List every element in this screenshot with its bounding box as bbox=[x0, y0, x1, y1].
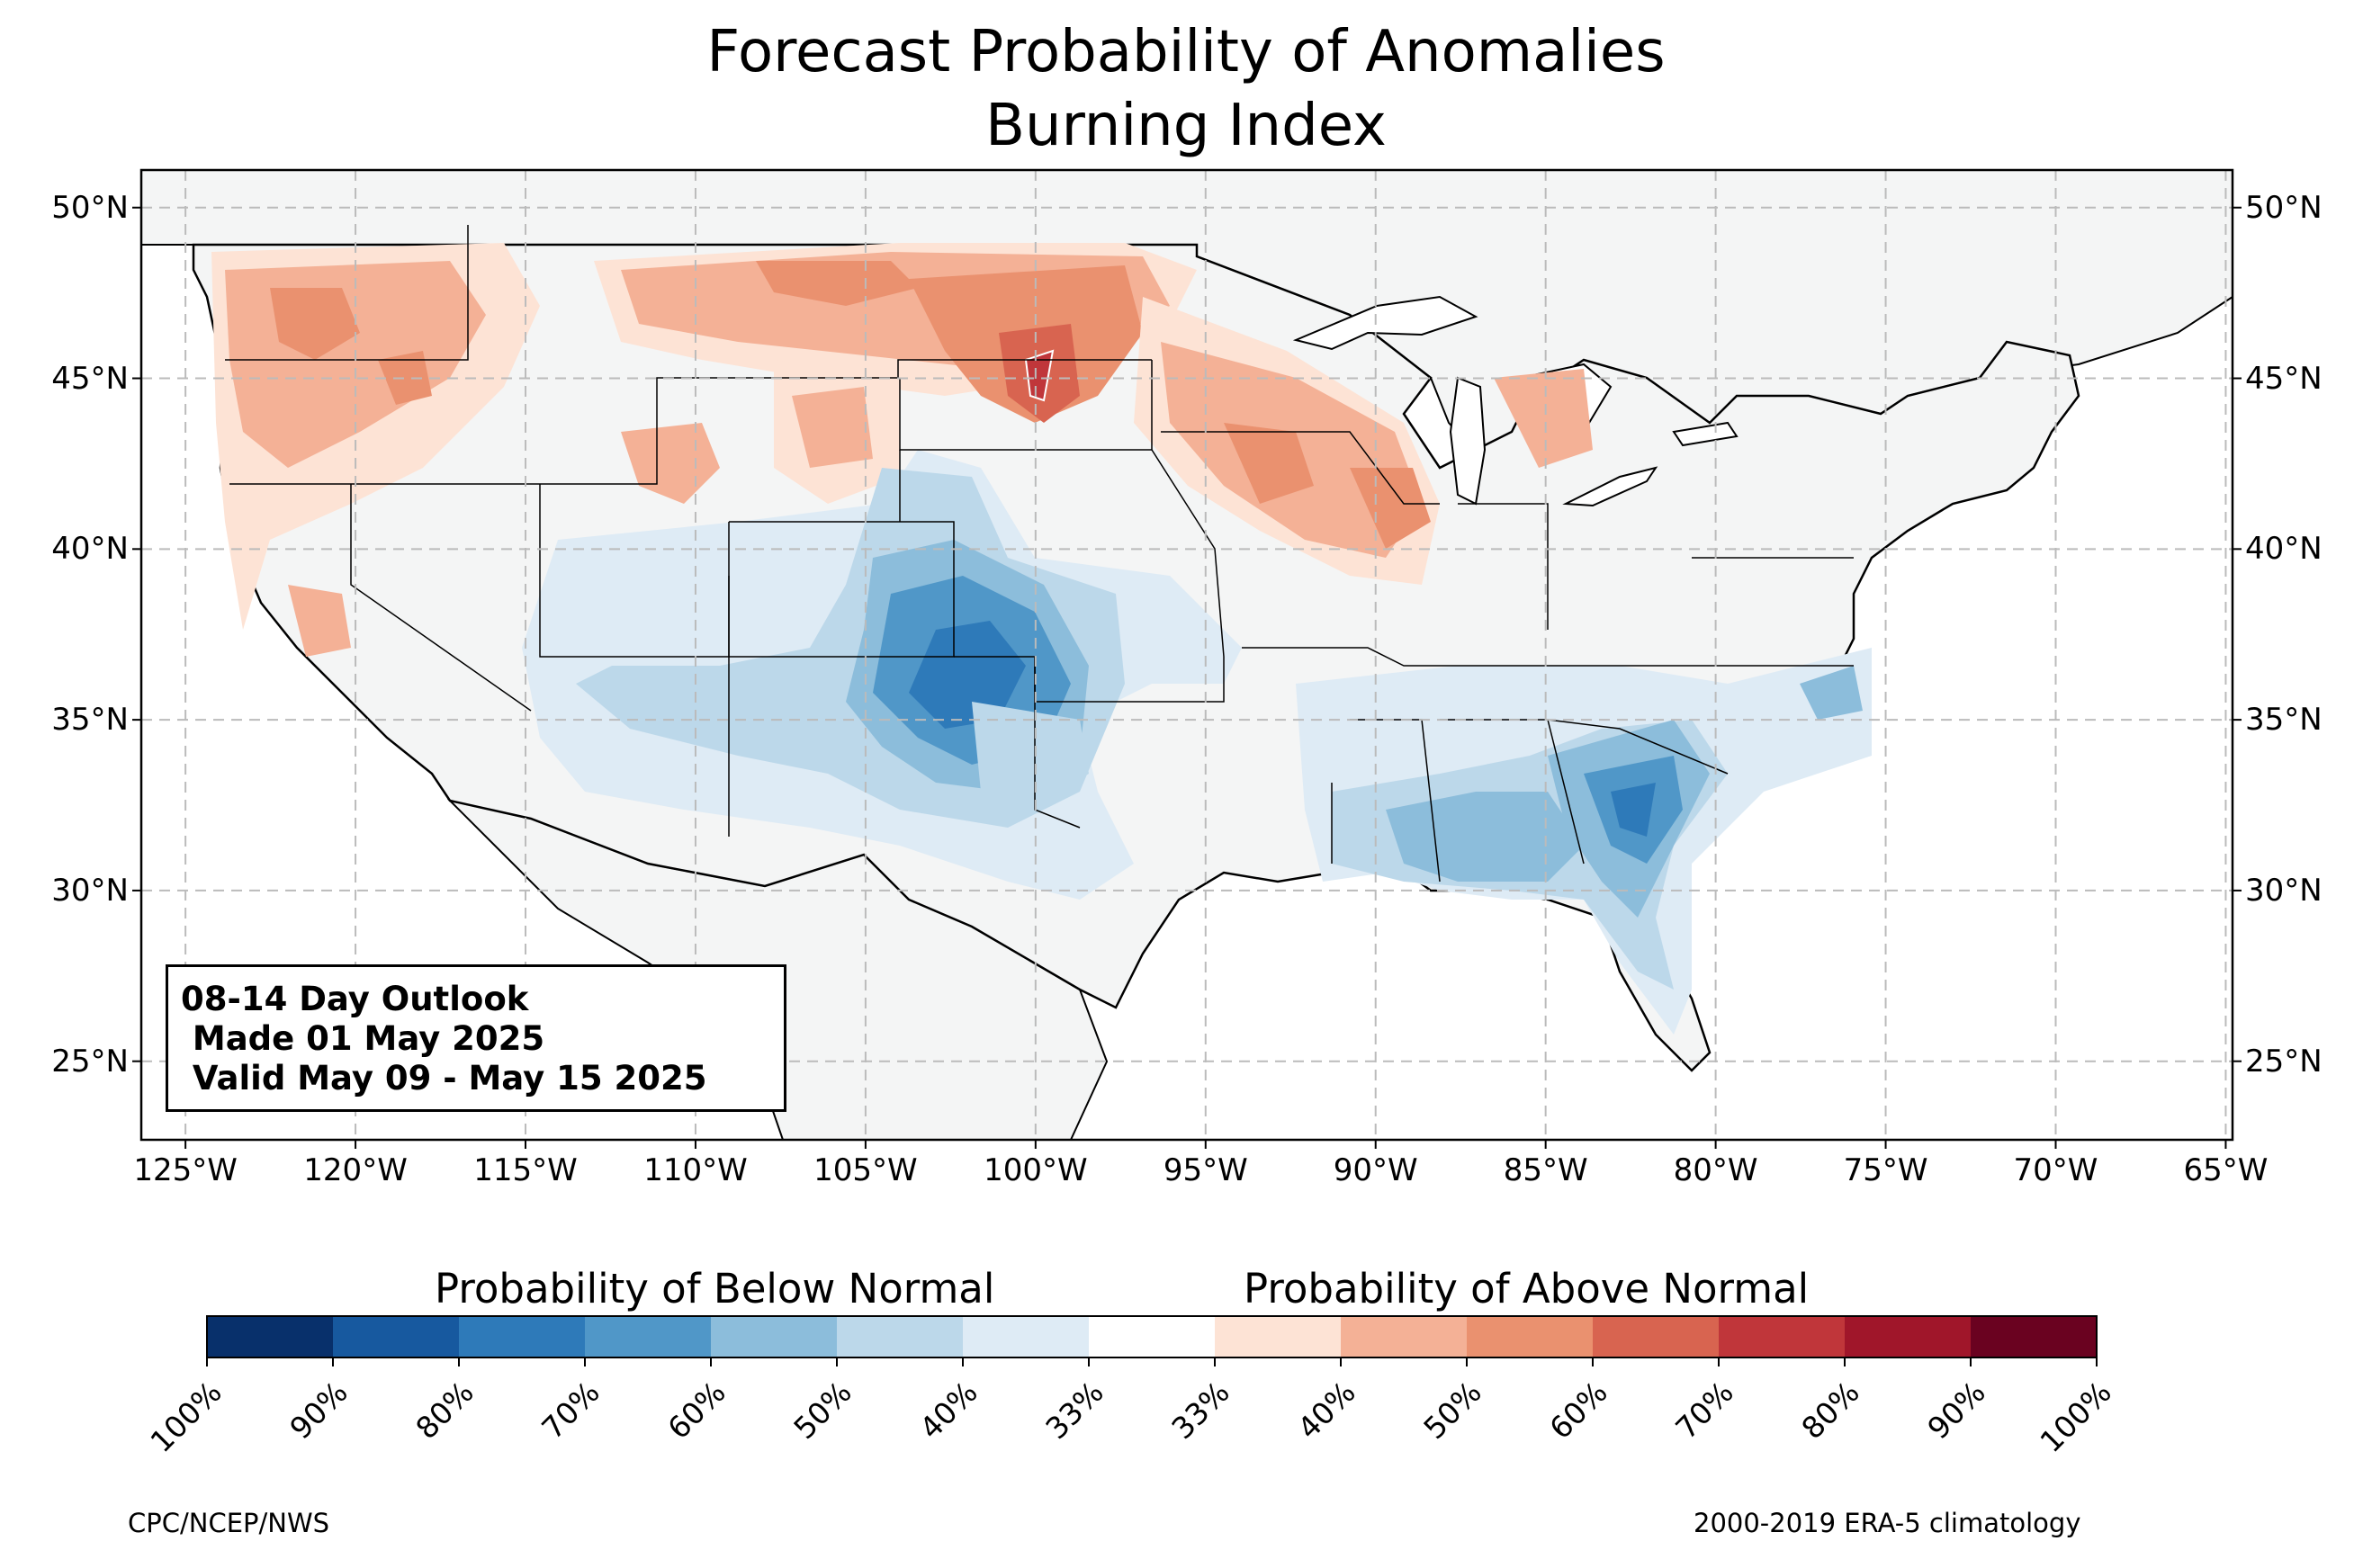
chart-title-line-1: Forecast Probability of Anomalies bbox=[706, 19, 1666, 85]
lon-label: 125°W bbox=[133, 1152, 238, 1188]
lat-label-right: 50°N bbox=[2245, 189, 2323, 226]
lon-label: 115°W bbox=[473, 1152, 578, 1188]
axis-ticks bbox=[132, 206, 2242, 1149]
lat-label-right: 30°N bbox=[2245, 872, 2323, 909]
lon-label: 105°W bbox=[813, 1152, 918, 1188]
colorbar-cell bbox=[1971, 1316, 2098, 1357]
lat-label-left: 35°N bbox=[51, 702, 129, 739]
colorbar-cell bbox=[585, 1316, 712, 1357]
colorbar-cell bbox=[1341, 1316, 1468, 1357]
colorbar-cell bbox=[837, 1316, 964, 1357]
lon-label: 90°W bbox=[1333, 1152, 1418, 1188]
lon-label: 100°W bbox=[984, 1152, 1088, 1188]
above-normal-areas bbox=[211, 243, 1593, 657]
colorbar-frame bbox=[206, 1315, 2098, 1358]
made-date: Made 01 May 2025 bbox=[181, 1019, 545, 1058]
colorbar-cell bbox=[963, 1316, 1090, 1357]
valid-range: Valid May 09 - May 15 2025 bbox=[181, 1059, 707, 1098]
lon-label: 75°W bbox=[1843, 1152, 1928, 1188]
chart-title-line-2: Burning Index bbox=[985, 93, 1387, 159]
colorbar-cell bbox=[1089, 1316, 1216, 1357]
colorbar-below-heading: Probability of Below Normal bbox=[435, 1265, 995, 1313]
lon-label: 80°W bbox=[1673, 1152, 1758, 1188]
outlook-period: 08-14 Day Outlook bbox=[181, 980, 529, 1018]
lat-label-left: 25°N bbox=[51, 1043, 129, 1080]
map-frame bbox=[139, 168, 2234, 1142]
lat-label-right: 25°N bbox=[2245, 1043, 2323, 1080]
colorbar-cell bbox=[459, 1316, 586, 1357]
colorbar-above-heading: Probability of Above Normal bbox=[1244, 1265, 1810, 1313]
lat-label-left: 45°N bbox=[51, 360, 129, 397]
colorbar-cell bbox=[1719, 1316, 1846, 1357]
lat-label-right: 45°N bbox=[2245, 360, 2323, 397]
below-normal-areas bbox=[522, 450, 1872, 1035]
colorbar-cell bbox=[1593, 1316, 1720, 1357]
footer-climatology: 2000-2019 ERA-5 climatology bbox=[1694, 1508, 2081, 1538]
lon-label: 70°W bbox=[2013, 1152, 2098, 1188]
lat-label-right: 35°N bbox=[2245, 702, 2323, 739]
colorbar-cell bbox=[711, 1316, 838, 1357]
colorbar-cell bbox=[1215, 1316, 1342, 1357]
footer-source: CPC/NCEP/NWS bbox=[128, 1508, 330, 1538]
lake-erie bbox=[1562, 466, 1658, 507]
colorbar-cell bbox=[207, 1316, 334, 1357]
colorbar-cell bbox=[1845, 1316, 1972, 1357]
lon-label: 110°W bbox=[643, 1152, 748, 1188]
lat-label-right: 40°N bbox=[2245, 531, 2323, 568]
lat-label-left: 50°N bbox=[51, 189, 129, 226]
lake-superior bbox=[1292, 295, 1478, 351]
colorbar-cell bbox=[1467, 1316, 1594, 1357]
outlook-info-box: 08-14 Day Outlook Made 01 May 2025 Valid… bbox=[166, 964, 786, 1112]
lat-label-left: 30°N bbox=[51, 872, 129, 909]
lon-label: 120°W bbox=[303, 1152, 408, 1188]
colorbar-cell bbox=[333, 1316, 460, 1357]
lon-label: 85°W bbox=[1503, 1152, 1588, 1188]
lat-label-left: 40°N bbox=[51, 531, 129, 568]
lon-label: 65°W bbox=[2183, 1152, 2269, 1188]
lake-ontario bbox=[1672, 421, 1739, 447]
lon-label: 95°W bbox=[1163, 1152, 1248, 1188]
